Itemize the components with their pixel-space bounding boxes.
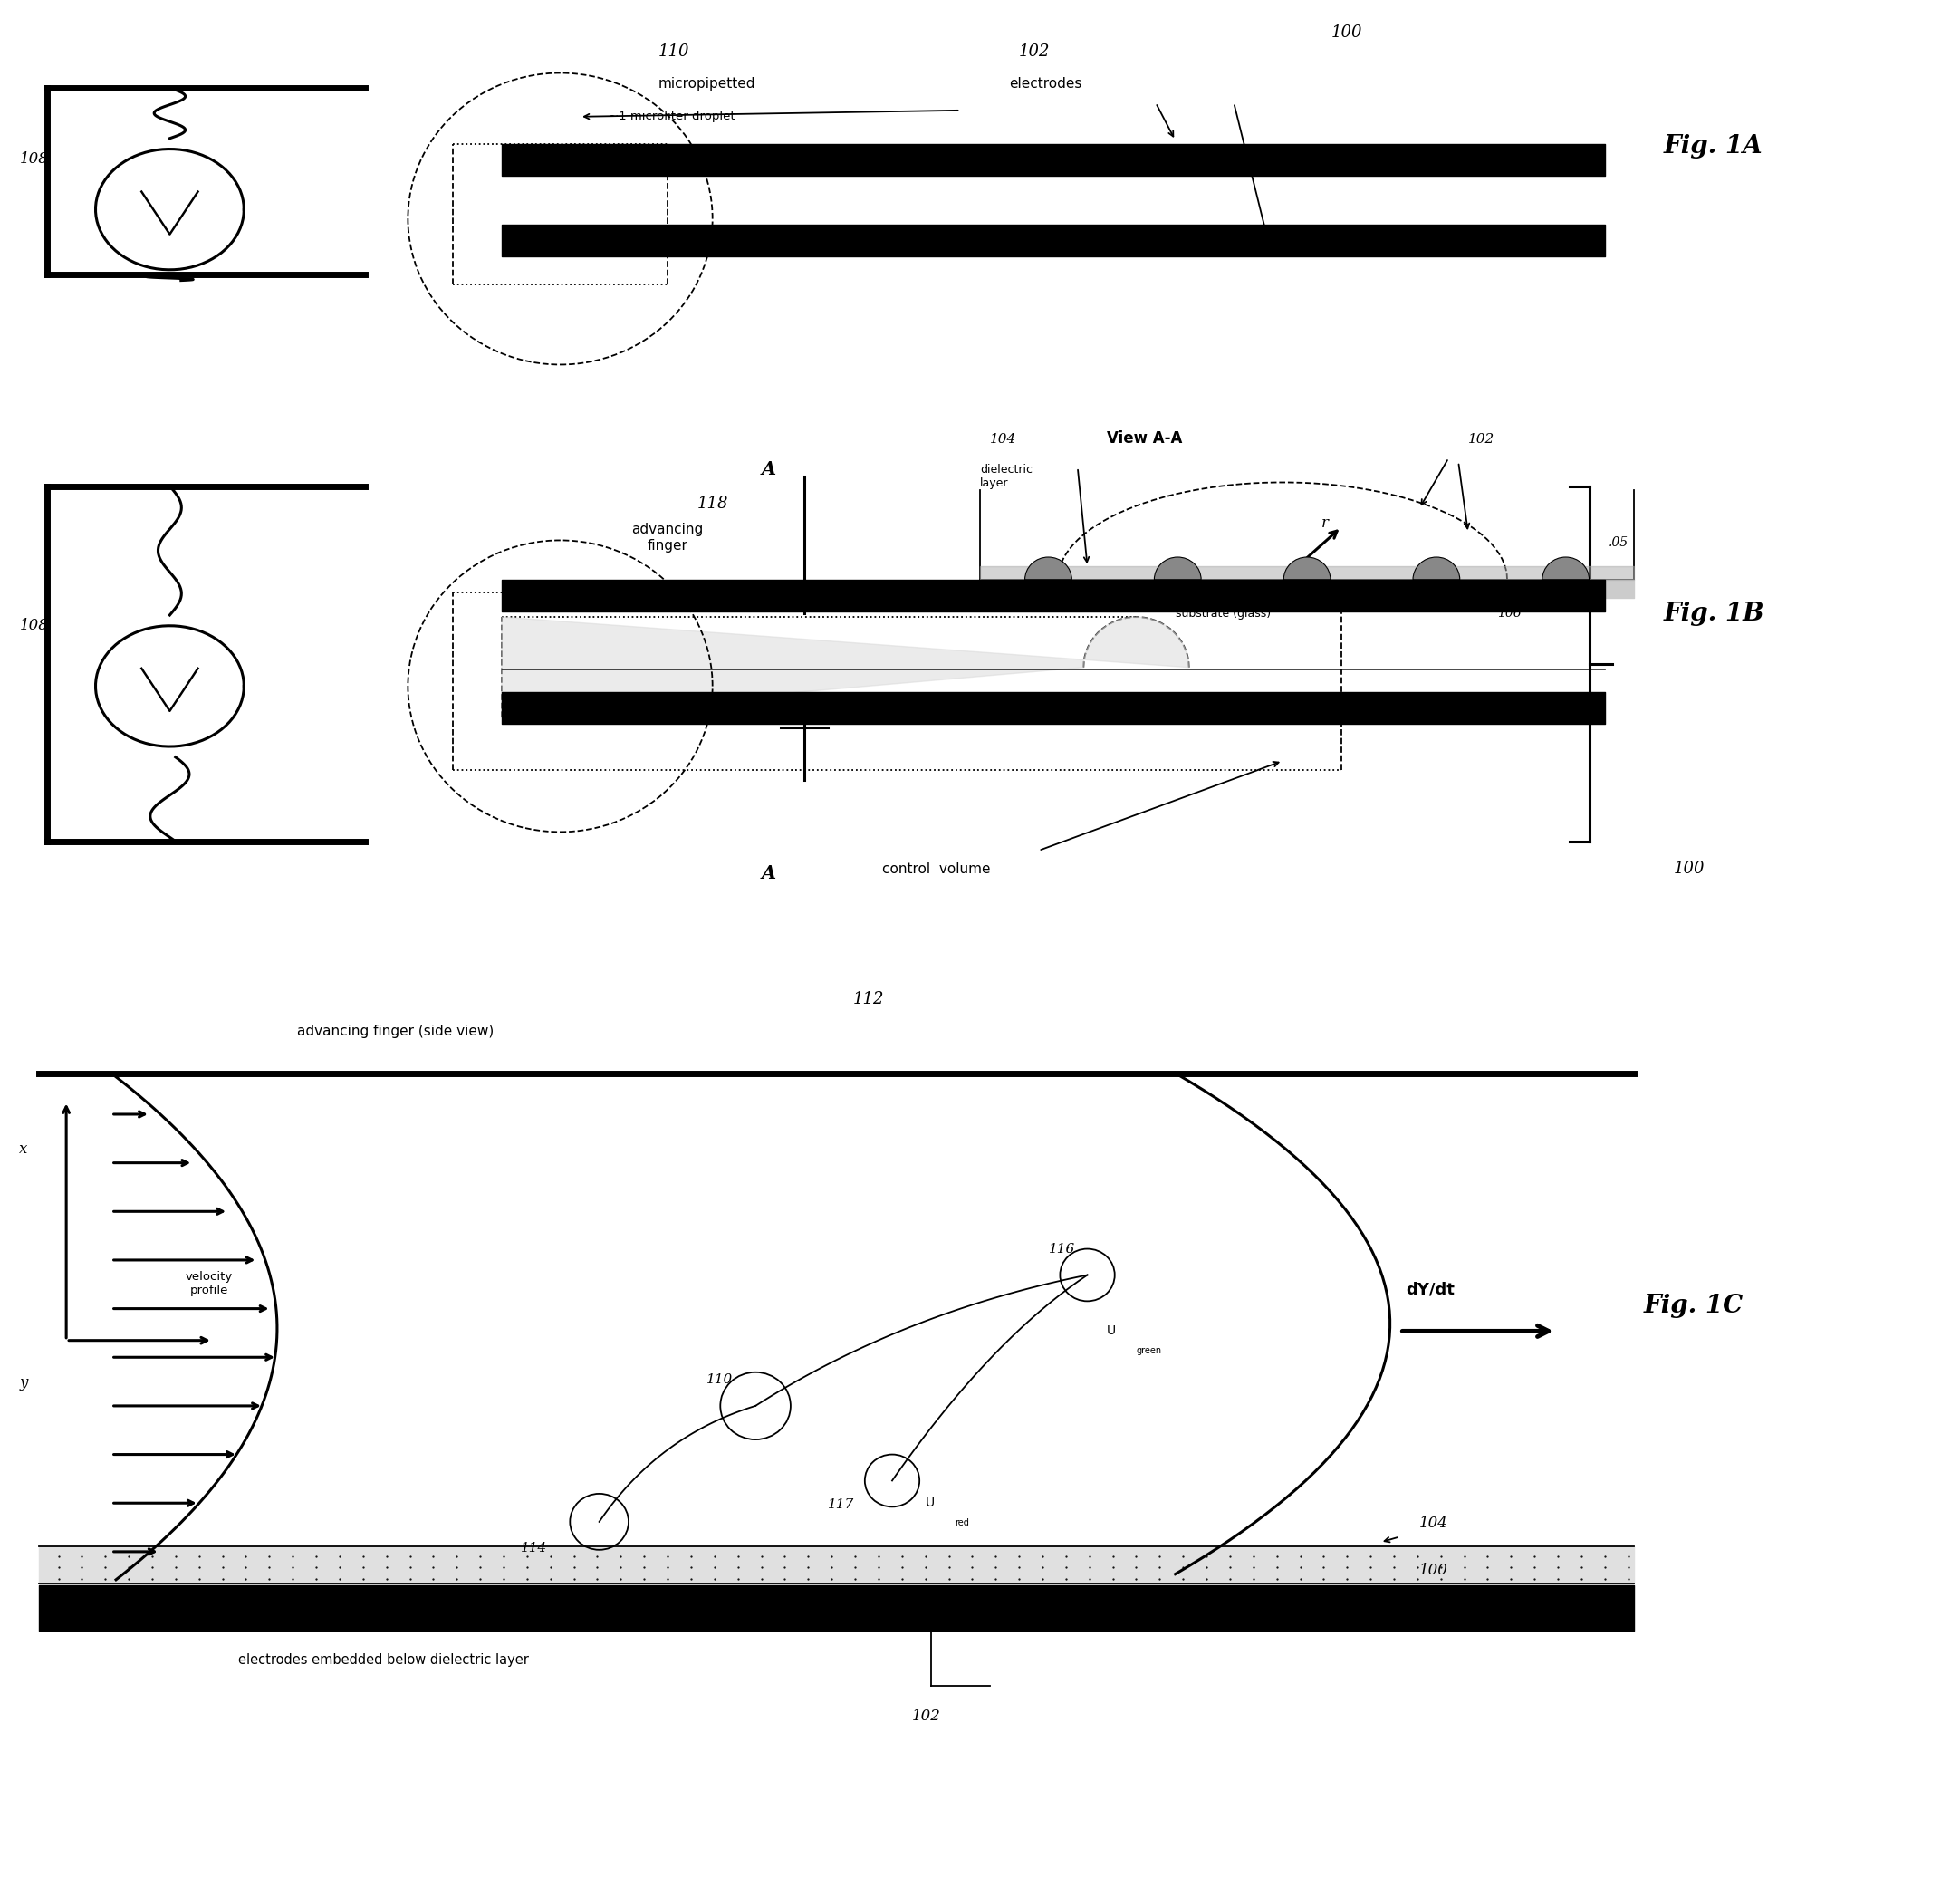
Text: View A-A: View A-A (1107, 430, 1182, 447)
Text: electrodes: electrodes (1009, 77, 1082, 90)
Text: advancing finger (side view): advancing finger (side view) (296, 1025, 494, 1038)
Text: Fig. 1C: Fig. 1C (1644, 1293, 1744, 1318)
Text: electrodes embedded below dielectric layer: electrodes embedded below dielectric lay… (237, 1654, 529, 1667)
Text: .05: .05 (1609, 537, 1629, 548)
Text: 116: 116 (1049, 1243, 1074, 1256)
Text: Fig. 1B: Fig. 1B (1664, 603, 1764, 627)
Wedge shape (1413, 557, 1460, 580)
Text: dY/dt: dY/dt (1405, 1280, 1454, 1297)
Text: 100: 100 (1419, 1562, 1448, 1579)
Polygon shape (502, 618, 1190, 717)
Text: U: U (1107, 1325, 1115, 1338)
Text: substrate (glass): substrate (glass) (1176, 608, 1270, 619)
Text: 104: 104 (1419, 1515, 1448, 1532)
Text: 118: 118 (698, 496, 729, 512)
Text: 117: 117 (827, 1498, 855, 1511)
Text: micropipetted: micropipetted (659, 77, 755, 90)
Text: advancing
finger: advancing finger (631, 524, 704, 552)
Text: x: x (20, 1141, 27, 1156)
Text: ~1 microliter droplet: ~1 microliter droplet (610, 111, 735, 122)
Text: green: green (1137, 1346, 1162, 1355)
Text: 102: 102 (911, 1708, 941, 1723)
Text: 112: 112 (853, 991, 884, 1008)
Text: 100: 100 (1331, 24, 1362, 41)
Text: U: U (925, 1496, 935, 1509)
Text: 102: 102 (1019, 43, 1051, 60)
Text: 108: 108 (20, 618, 49, 634)
Wedge shape (1543, 557, 1590, 580)
Text: A: A (760, 460, 776, 479)
Text: A: A (760, 863, 776, 882)
Text: 108: 108 (20, 150, 49, 167)
Text: dielectric
layer: dielectric layer (980, 464, 1033, 488)
Text: Fig. 1A: Fig. 1A (1664, 135, 1762, 160)
Text: control  volume: control volume (882, 862, 990, 877)
Text: 102: 102 (1468, 434, 1495, 447)
Text: 110: 110 (659, 43, 690, 60)
Wedge shape (1025, 557, 1072, 580)
Text: r: r (1321, 516, 1329, 531)
Text: 106: 106 (1497, 606, 1521, 619)
Text: 110: 110 (708, 1374, 733, 1385)
Text: red: red (955, 1518, 968, 1528)
Text: 104: 104 (990, 434, 1015, 447)
Text: 100: 100 (1674, 860, 1705, 877)
Text: velocity
profile: velocity profile (184, 1271, 233, 1297)
Wedge shape (1154, 557, 1201, 580)
Text: y: y (20, 1376, 27, 1391)
Wedge shape (1284, 557, 1331, 580)
Text: 114: 114 (521, 1541, 547, 1554)
